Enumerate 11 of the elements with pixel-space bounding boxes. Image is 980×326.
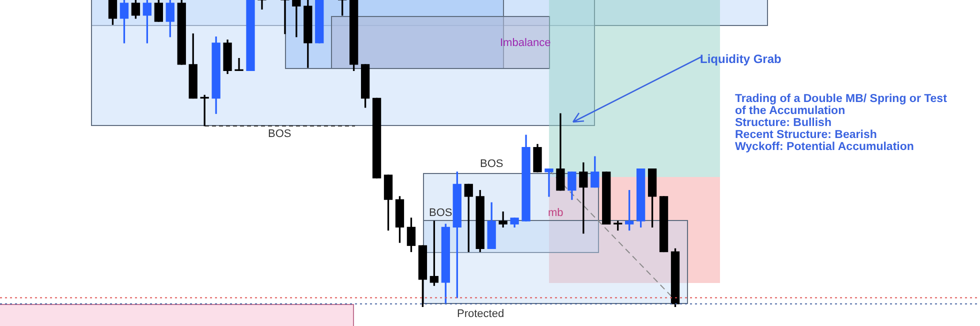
annotation: mb — [548, 207, 564, 219]
annotation: BOS — [480, 158, 504, 170]
annotation: Imbalance — [500, 37, 551, 49]
annotation: BOS — [268, 128, 292, 140]
text: Liquidity Grab — [700, 52, 782, 66]
text: Trading of a Double MB/ Spring or Test of the Accumulation — [735, 93, 948, 117]
annotation: BOS — [429, 207, 452, 219]
text: Structure: Bullish — [735, 117, 832, 129]
text: Recent Structure: Bearish — [735, 129, 877, 141]
text: Protected — [457, 308, 504, 320]
text: Wyckoff: Potential Accumulation — [735, 141, 914, 153]
